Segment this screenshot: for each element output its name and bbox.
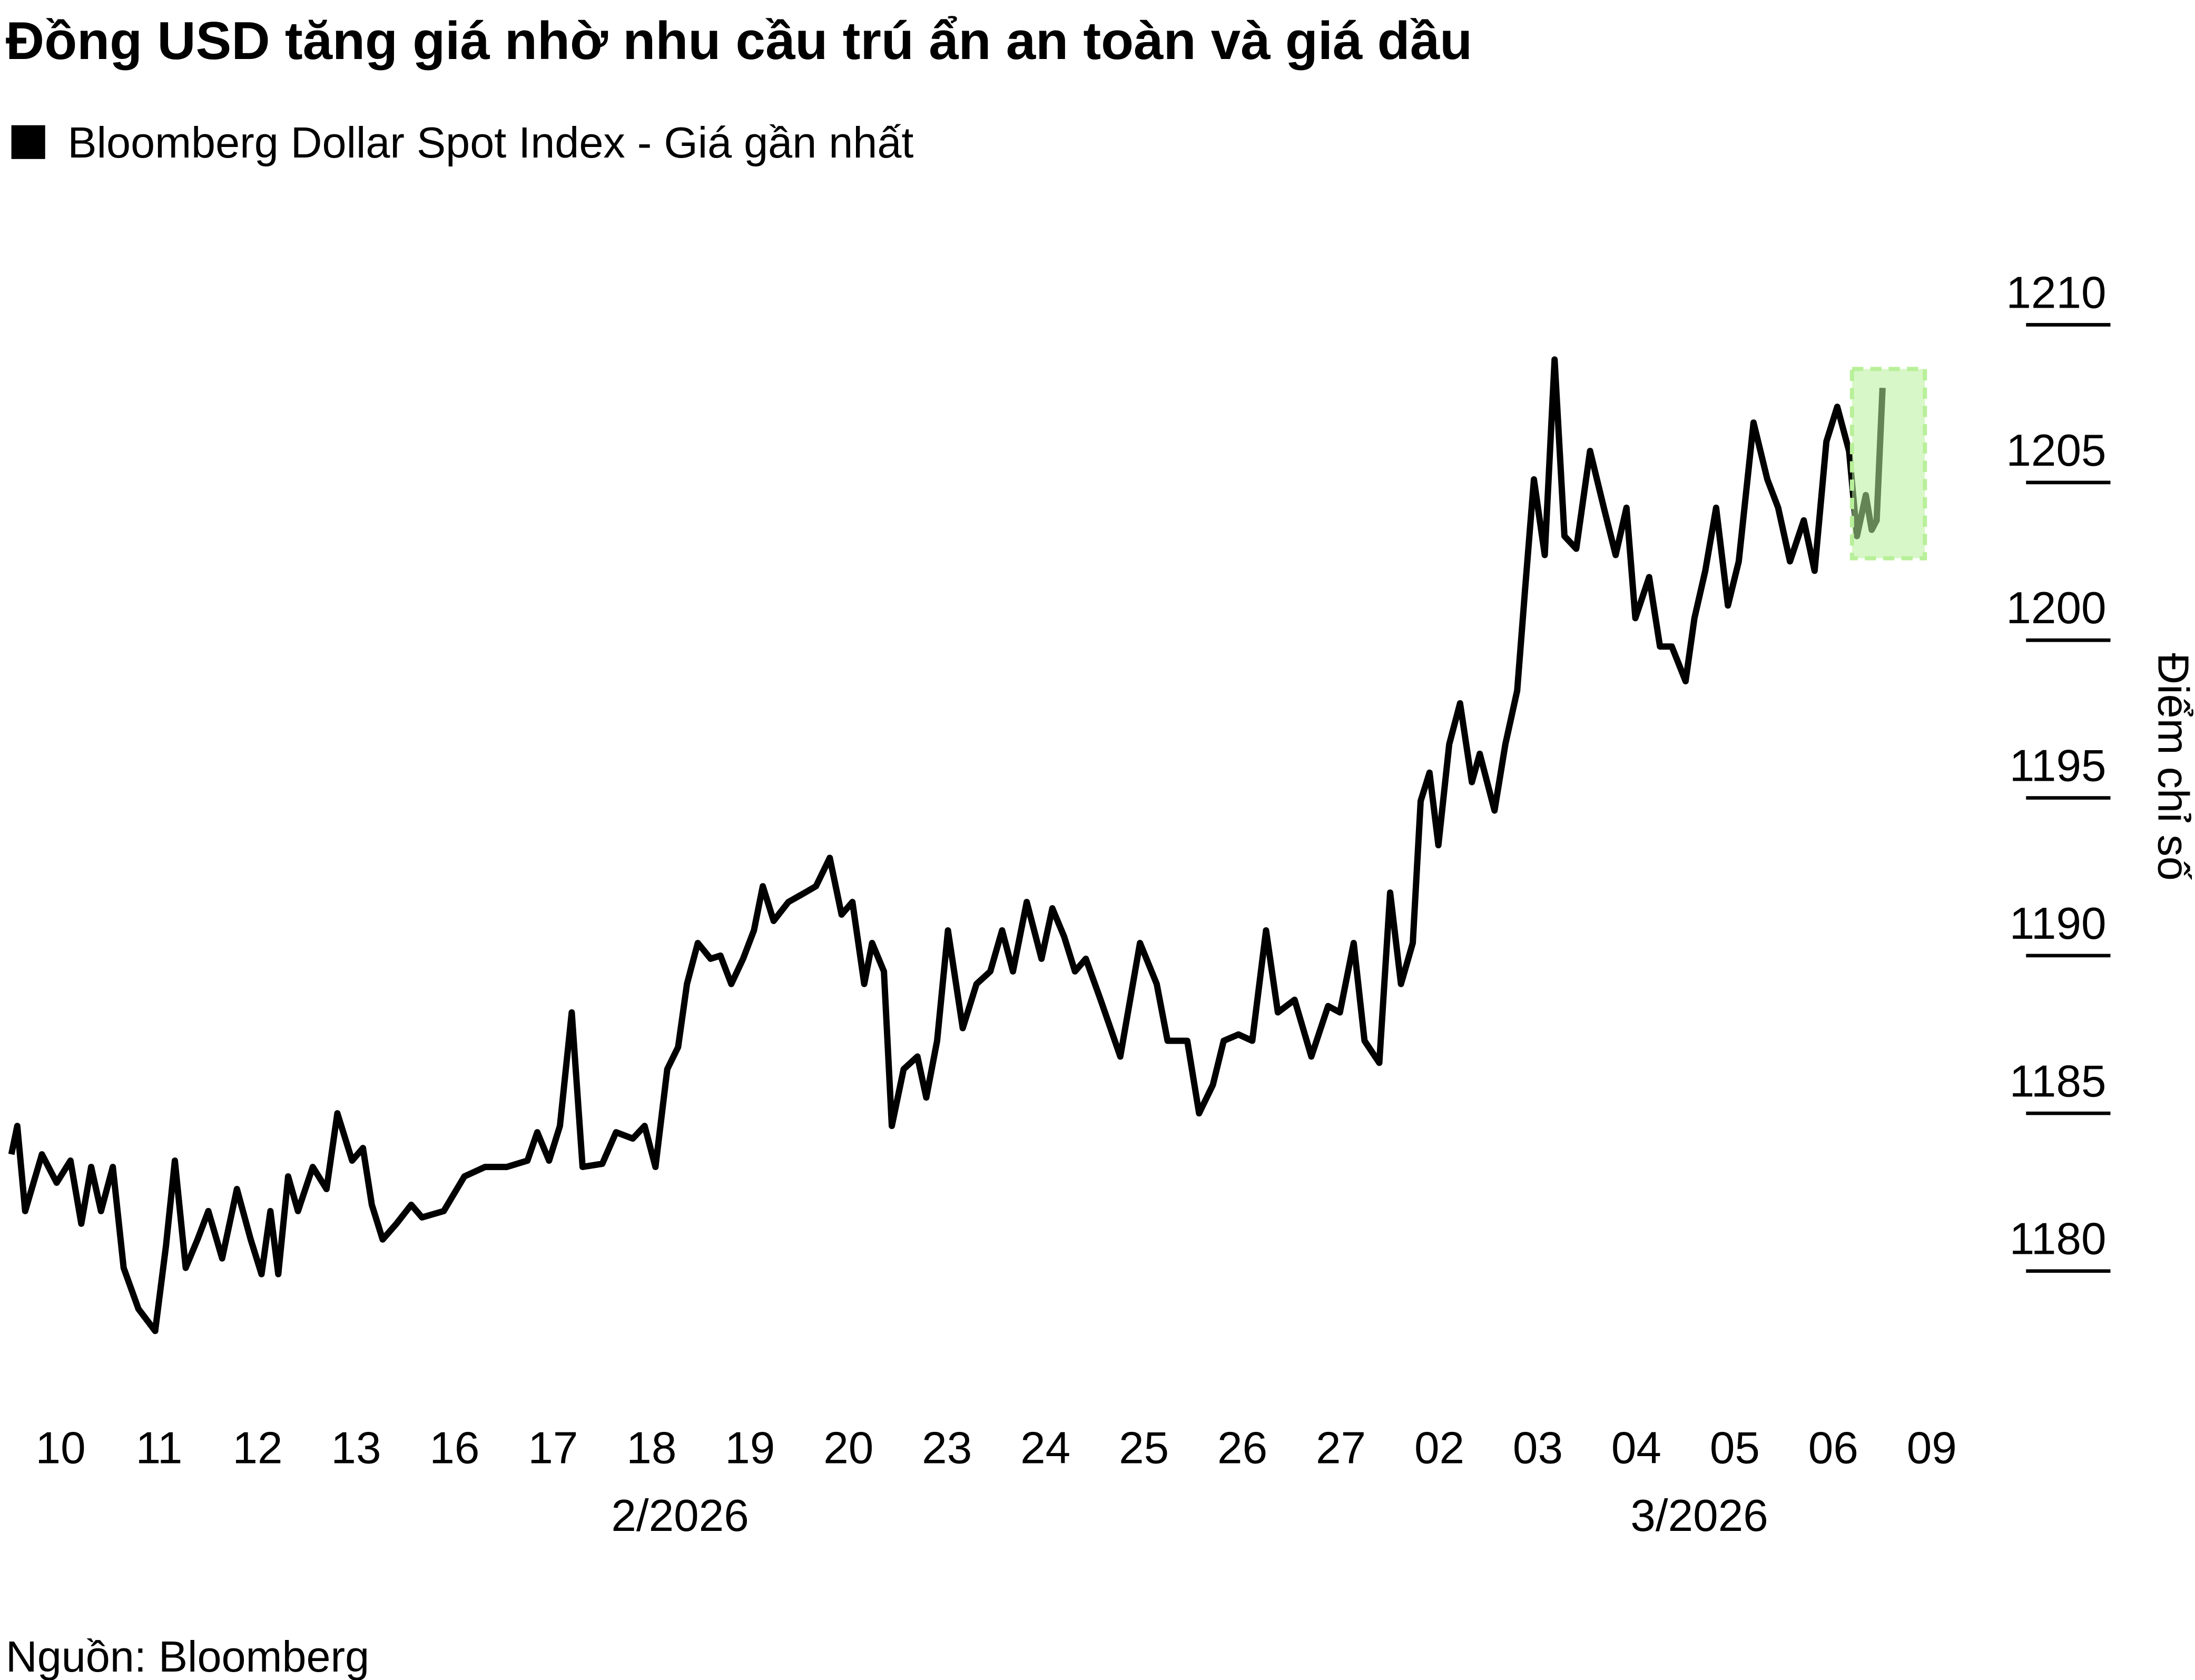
chart-title: Đồng USD tăng giá nhờ nhu cầu trú ẩn an … [6, 11, 1472, 71]
legend-swatch [11, 125, 45, 159]
line-series [8, 356, 1886, 1334]
x-tick-label: 26 [1217, 1423, 1267, 1473]
legend-label: Bloomberg Dollar Spot Index - Giá gần nh… [67, 118, 913, 167]
x-tick-label: 05 [1710, 1423, 1760, 1473]
x-tick-label: 06 [1808, 1423, 1858, 1473]
highlight-box [1849, 367, 1927, 561]
x-tick-label: 11 [136, 1423, 183, 1473]
x-tick-label: 16 [429, 1423, 479, 1473]
x-group-label: 2/2026 [611, 1491, 749, 1541]
x-tick-label: 19 [725, 1423, 775, 1473]
x-tick-label: 27 [1316, 1423, 1366, 1473]
x-tick-label: 04 [1611, 1423, 1661, 1473]
x-tick-label: 10 [36, 1423, 86, 1473]
y-tick-label: 1210 [2006, 268, 2106, 318]
y-tick-label: 1185 [2010, 1056, 2107, 1106]
x-tick-label: 25 [1119, 1423, 1169, 1473]
y-tick-label: 1190 [2010, 899, 2107, 949]
y-axis-label: Điểm chỉ số [2149, 653, 2195, 880]
x-tick-label: 02 [1414, 1423, 1464, 1473]
x-tick-label: 18 [626, 1423, 676, 1473]
x-tick-label: 20 [823, 1423, 873, 1473]
source: Nguồn: Bloomberg [6, 1632, 369, 1680]
y-tick-label: 1195 [2010, 741, 2107, 791]
y-tick-label: 1200 [2006, 583, 2106, 633]
y-tick-label: 1205 [2006, 426, 2106, 476]
x-tick-label: 13 [331, 1423, 381, 1473]
x-tick-label: 24 [1020, 1423, 1070, 1473]
x-group-label: 3/2026 [1630, 1491, 1768, 1541]
x-tick-label: 03 [1513, 1423, 1563, 1473]
x-tick-label: 17 [528, 1423, 578, 1473]
x-tick-label: 09 [1907, 1423, 1957, 1473]
x-tick-label: 23 [922, 1423, 972, 1473]
y-tick-label: 1180 [2010, 1214, 2107, 1264]
x-tick-label: 12 [232, 1423, 282, 1473]
